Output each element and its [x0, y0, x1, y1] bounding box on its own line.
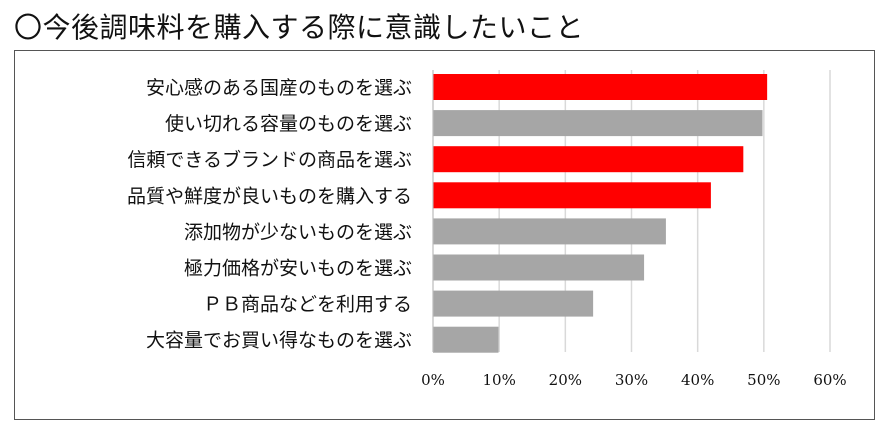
bar — [433, 290, 594, 317]
category-label: 大容量でお買い得なものを選ぶ — [146, 330, 412, 352]
x-tick-label: 0% — [421, 371, 445, 389]
category-label: 添加物が少ないものを選ぶ — [184, 221, 412, 243]
category-label: ＰＢ商品などを利用する — [203, 294, 412, 316]
bar — [433, 74, 768, 100]
x-tick-label: 20% — [549, 371, 582, 389]
bar — [433, 254, 645, 281]
category-label: 使い切れる容量のものを選ぶ — [165, 113, 412, 135]
category-label: 信頼できるブランドの商品を選ぶ — [127, 148, 412, 171]
bar — [433, 110, 763, 137]
bar — [433, 182, 711, 209]
x-tick-label: 10% — [482, 371, 515, 389]
bar — [433, 218, 666, 245]
x-tick-label: 50% — [747, 371, 780, 389]
bar — [433, 326, 499, 353]
page-title: 〇今後調味料を購入する際に意識したいこと — [14, 11, 585, 44]
category-label: 極力価格が安いものを選ぶ — [184, 258, 412, 280]
x-tick-label: 40% — [681, 371, 714, 389]
category-label: 品質や鮮度が良いものを購入する — [127, 185, 412, 207]
x-tick-label: 60% — [813, 371, 846, 389]
bar — [433, 146, 744, 173]
x-tick-label: 30% — [615, 371, 648, 389]
chart-frame — [14, 50, 875, 420]
category-label: 安心感のある国産のものを選ぶ — [146, 77, 412, 99]
